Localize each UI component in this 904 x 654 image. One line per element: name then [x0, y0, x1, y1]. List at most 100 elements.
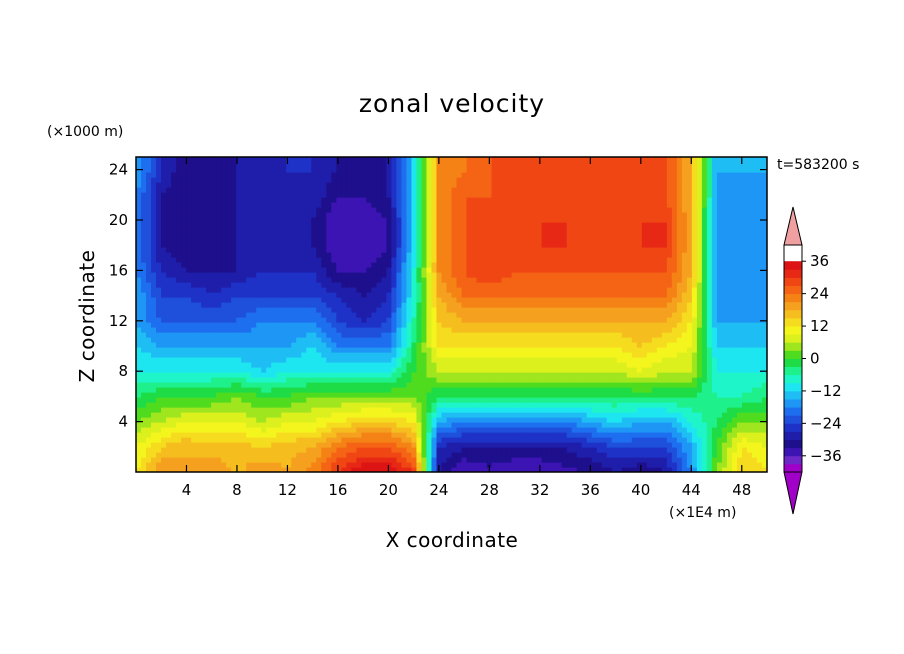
field-cell	[731, 427, 738, 433]
field-cell	[506, 297, 513, 303]
field-cell	[306, 332, 312, 338]
field-cell	[561, 412, 568, 418]
field-cell	[581, 352, 588, 358]
field-cell	[246, 427, 252, 433]
field-cell	[226, 312, 232, 318]
field-cell	[686, 417, 693, 423]
field-cell	[721, 407, 728, 413]
field-cell	[576, 322, 583, 328]
field-cell	[516, 377, 523, 383]
field-cell	[586, 392, 593, 398]
field-cell	[481, 297, 488, 303]
field-cell	[511, 352, 518, 358]
field-cell	[366, 317, 372, 323]
field-cell	[306, 347, 312, 353]
field-cell	[251, 357, 257, 363]
field-cell	[536, 352, 543, 358]
field-cell	[146, 292, 152, 298]
field-cell	[341, 467, 347, 472]
field-cell	[321, 357, 327, 363]
field-cell	[686, 452, 693, 458]
field-cell	[301, 432, 307, 438]
field-cell	[681, 462, 688, 468]
field-cell	[161, 307, 167, 313]
field-cell	[686, 457, 693, 463]
field-cell	[311, 452, 317, 458]
field-cell	[356, 387, 362, 393]
field-cell	[591, 312, 598, 318]
field-cell	[706, 357, 713, 363]
field-cell	[161, 392, 167, 398]
field-cell	[411, 442, 418, 448]
field-cell	[626, 292, 633, 298]
field-cell	[276, 392, 282, 398]
field-cell	[341, 412, 347, 418]
field-cell	[341, 307, 347, 313]
field-cell	[156, 442, 162, 448]
field-cell	[656, 342, 663, 348]
field-cell	[321, 397, 327, 403]
field-cell	[671, 417, 678, 423]
field-cell	[511, 382, 518, 388]
field-cell	[381, 367, 387, 373]
field-cell	[301, 357, 307, 363]
field-cell	[491, 442, 498, 448]
field-cell	[446, 332, 453, 338]
field-cell	[501, 407, 508, 413]
field-cell	[316, 462, 322, 468]
field-cell	[511, 342, 518, 348]
field-cell	[531, 462, 538, 468]
field-cell	[416, 427, 423, 433]
field-cell	[446, 382, 453, 388]
field-cell	[606, 302, 613, 308]
field-cell	[541, 377, 548, 383]
field-cell	[751, 382, 758, 388]
field-cell	[731, 372, 738, 378]
field-cell	[731, 397, 738, 403]
field-cell	[481, 287, 488, 293]
field-cell	[236, 362, 242, 368]
field-cell	[356, 412, 362, 418]
field-cell	[331, 437, 337, 443]
field-cell	[451, 392, 458, 398]
field-cell	[151, 352, 157, 358]
field-cell	[516, 402, 523, 408]
field-cell	[336, 317, 342, 323]
field-cell	[456, 367, 463, 373]
field-cell	[486, 352, 493, 358]
field-cell	[666, 302, 673, 308]
field-cell	[401, 437, 408, 443]
field-cell	[446, 437, 453, 443]
field-cell	[221, 437, 227, 443]
field-cell	[416, 272, 423, 278]
field-cell	[406, 402, 413, 408]
field-cell	[296, 277, 302, 283]
field-cell	[541, 432, 548, 438]
field-cell	[541, 332, 548, 338]
field-cell	[496, 427, 503, 433]
field-cell	[731, 342, 738, 348]
field-cell	[196, 317, 202, 323]
field-cell	[361, 367, 367, 373]
field-cell	[281, 297, 287, 303]
field-cell	[151, 317, 157, 323]
field-cell	[366, 322, 372, 328]
field-cell	[591, 372, 598, 378]
field-cell	[611, 447, 618, 453]
field-cell	[361, 407, 367, 413]
field-cell	[466, 357, 473, 363]
field-cell	[731, 307, 738, 313]
field-cell	[561, 447, 568, 453]
field-cell	[176, 372, 182, 378]
field-cell	[171, 337, 177, 343]
field-cell	[461, 317, 468, 323]
field-cell	[411, 327, 418, 333]
field-cell	[136, 397, 142, 403]
field-cell	[276, 437, 282, 443]
field-cell	[676, 347, 683, 353]
field-cell	[386, 292, 393, 298]
field-cell	[146, 442, 152, 448]
field-cell	[361, 362, 367, 368]
field-cell	[386, 307, 393, 313]
field-cell	[616, 407, 623, 413]
